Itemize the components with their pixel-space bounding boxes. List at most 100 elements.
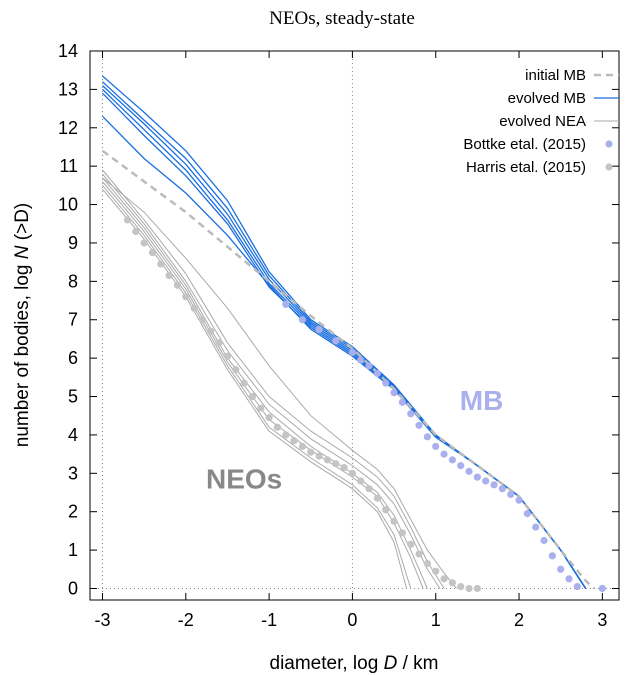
x-tick-label: 1 — [431, 610, 441, 630]
harris-etal-2015-point — [323, 456, 332, 464]
harris-etal-2015-point — [132, 227, 140, 236]
bottke-etal-2015-point — [482, 477, 490, 485]
harris-etal-2015-point — [298, 442, 307, 451]
y-tick-label: 5 — [68, 387, 78, 407]
harris-etal-2015-point — [432, 567, 440, 575]
harris-etal-2015-point — [398, 529, 407, 537]
harris-etal-2015-point — [382, 506, 390, 514]
x-axis-label: diameter, log D / km — [270, 653, 439, 674]
harris-etal-2015-point — [373, 494, 382, 502]
y-tick-label: 8 — [68, 271, 78, 291]
bottke-etal-2015-point — [540, 536, 548, 545]
harris-etal-2015-point — [282, 431, 290, 439]
harris-etal-2015-point — [440, 575, 448, 583]
harris-etal-2015-point — [407, 540, 415, 548]
harris-etal-2015-point — [265, 414, 273, 422]
legend-label-evolved-mb: evolved MB — [508, 90, 586, 107]
harris-etal-2015-point — [315, 452, 323, 460]
harris-etal-2015-point — [465, 584, 473, 593]
bottke-etal-2015-point — [407, 410, 415, 418]
annotation-mb: MB — [460, 385, 504, 416]
bottke-etal-2015-point — [515, 496, 523, 504]
bottke-etal-2015-point — [498, 485, 506, 493]
harris-etal-2015-point — [457, 582, 465, 591]
harris-etal-2015-point — [157, 260, 165, 268]
bottke-etal-2015-point — [332, 337, 340, 345]
bottke-etal-2015-point — [298, 316, 307, 324]
harris-etal-2015-point — [273, 423, 282, 431]
bottke-etal-2015-point — [557, 565, 565, 573]
bottke-etal-2015-point — [573, 582, 581, 591]
y-tick-label: 7 — [68, 310, 78, 330]
bottke-etal-2015-point — [507, 490, 515, 499]
evolved-nea-line — [102, 177, 428, 589]
harris-etal-2015-point — [140, 239, 148, 247]
y-tick-label: 1 — [68, 540, 78, 560]
bottke-etal-2015-point — [382, 379, 390, 387]
y-tick-label: 0 — [68, 578, 78, 598]
annotation-neos: NEOs — [206, 464, 282, 495]
bottke-etal-2015-point — [423, 433, 431, 441]
bottke-etal-2015-point — [315, 325, 323, 333]
y-tick-label: 14 — [58, 41, 78, 61]
y-tick-label: 9 — [68, 233, 78, 253]
harris-etal-2015-point — [332, 460, 340, 468]
legend-label-bottke-etal-2015: Bottke etal. (2015) — [463, 136, 586, 153]
bottke-etal-2015-point — [523, 510, 531, 518]
chart-title: NEOs, steady-state — [269, 8, 415, 29]
harris-etal-2015-point — [190, 304, 198, 312]
bottke-etal-2015-point — [532, 523, 540, 531]
bottke-etal-2015-point — [490, 481, 498, 489]
harris-etal-2015-point — [207, 327, 215, 335]
harris-etal-2015-point — [232, 366, 240, 374]
bottke-etal-2015-point — [465, 467, 473, 475]
harris-etal-2015-point — [348, 469, 357, 477]
legend-label-evolved-nea: evolved NEA — [499, 113, 586, 130]
harris-etal-2015-point — [357, 477, 365, 485]
bottke-etal-2015-point — [565, 575, 573, 583]
legend-marker-harris-etal-2015 — [605, 163, 613, 171]
x-tick-label: 0 — [347, 610, 357, 630]
bottke-etal-2015-point — [398, 398, 407, 406]
evolved-nea-line — [102, 173, 441, 589]
y-tick-label: 6 — [68, 348, 78, 368]
bottke-etal-2015-point — [473, 473, 481, 481]
legend-label-initial-mb: initial MB — [525, 67, 586, 84]
y-tick-label: 10 — [58, 195, 78, 215]
harris-etal-2015-point — [365, 485, 373, 493]
evolved-nea-line — [102, 169, 445, 589]
harris-etal-2015-point — [215, 339, 223, 347]
harris-etal-2015-point — [290, 437, 298, 445]
annotations: MB NEOs — [206, 385, 503, 495]
y-tick-label: 4 — [68, 425, 78, 445]
bottke-etal-2015-point — [348, 348, 357, 356]
y-tick-label: 3 — [68, 463, 78, 483]
harris-etal-2015-point — [182, 293, 190, 301]
evolved-nea-line — [102, 188, 408, 589]
y-tick-label: 11 — [59, 156, 78, 176]
bottke-etal-2015-point — [598, 584, 606, 593]
bottke-etal-2015-point — [373, 369, 382, 378]
harris-etal-2015-point — [390, 517, 398, 525]
harris-etal-2015-point — [240, 379, 248, 387]
harris-etal-2015-point — [173, 281, 182, 289]
x-tick-label: -2 — [178, 610, 194, 630]
harris-etal-2015-point — [165, 271, 173, 280]
legend: initial MB evolved MB evolved NEA Bottke et… — [463, 67, 619, 176]
bottke-etal-2015-point — [282, 300, 290, 308]
bottke-etal-2015-point — [457, 462, 465, 470]
harris-etal-2015-point — [248, 392, 257, 401]
evolved-mb-line — [102, 115, 587, 589]
bottke-etal-2015-point — [440, 450, 448, 458]
harris-etal-2015-point — [340, 463, 348, 472]
harris-etal-2015-point — [307, 448, 315, 456]
harris-etal-2015-point — [148, 248, 157, 257]
harris-etal-2015-point — [198, 316, 207, 324]
evolved-nea-line — [102, 185, 412, 589]
harris-etal-2015-point — [257, 404, 265, 412]
bottke-etal-2015-point — [390, 389, 398, 397]
evolved-mb-line — [102, 81, 587, 589]
x-tick-label: 2 — [514, 610, 524, 630]
